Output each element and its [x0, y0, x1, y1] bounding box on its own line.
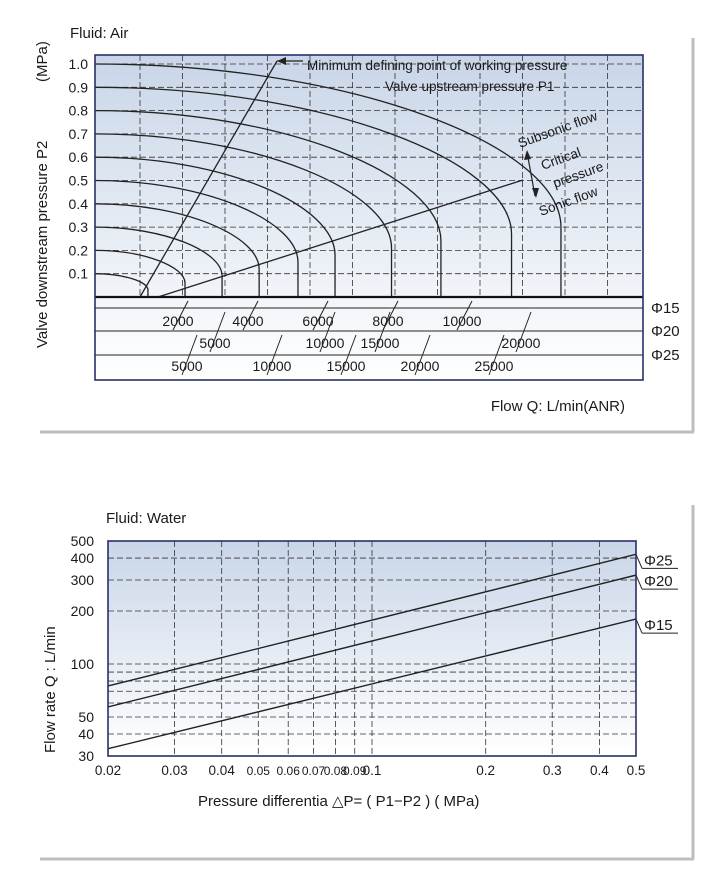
x-axis-label-water: Pressure differentia △P= ( P1−P2 ) ( MPa… [198, 793, 479, 810]
fluid-label: Fluid: Air [70, 25, 128, 42]
flow-tick-label: 5000 [199, 335, 230, 351]
x2-tick-label: 0.3 [543, 763, 562, 778]
x2-tick-label: 0.4 [590, 763, 609, 778]
pressure-curve [94, 86, 513, 297]
y2-tick-label: 400 [71, 550, 95, 566]
flow-tick-label: 15000 [361, 335, 400, 351]
flow-tick-mark [209, 311, 226, 353]
y-tick-label: 0.8 [69, 103, 89, 119]
pipe-size-label: Φ25 [651, 347, 680, 364]
x2-tick-label: 0.07 [302, 764, 326, 778]
series-leader [635, 574, 643, 590]
flow-tick-mark [488, 334, 505, 376]
pressure-curve [94, 109, 442, 297]
series-label: Φ20 [644, 573, 673, 590]
y-axis-label-water: Flow rate Q : L/min [42, 626, 59, 753]
flow-tick-mark [181, 334, 198, 376]
x-axis-label: Flow Q: L/min(ANR) [491, 398, 625, 415]
flow-tick-mark [456, 300, 473, 331]
flow-tick-mark [172, 300, 189, 331]
annotation-arrows [277, 57, 539, 198]
x2-tick-label: 0.5 [627, 763, 646, 778]
y-tick-label: 0.5 [69, 173, 89, 189]
plot2-frame [107, 540, 637, 757]
y2-tick-label: 100 [71, 656, 95, 672]
y-tick-label: 0.9 [69, 79, 89, 95]
flow-tick-label: 10000 [306, 335, 345, 351]
pressure-curve [94, 156, 336, 297]
flow-tick-mark [414, 334, 431, 376]
plot2-background [108, 541, 636, 756]
x2-tick-label: 0.09 [343, 764, 367, 778]
series-leader [635, 554, 643, 569]
series-label: Φ15 [644, 617, 673, 634]
x2-tick-label: 0.2 [476, 763, 495, 778]
x2-tick-label: 0.1 [363, 763, 382, 778]
x2-tick-label: 0.08 [324, 764, 348, 778]
fluid-label-water: Fluid: Water [106, 510, 186, 527]
min-working-pressure-line [139, 60, 278, 298]
air-flow-chart: Fluid: Air (MPa) Valve downstream pressu… [34, 25, 695, 434]
flow-tick-mark [340, 334, 357, 376]
x2-tick-label: 0.06 [277, 764, 301, 778]
pressure-curve [94, 203, 260, 297]
pressure-curve [94, 133, 393, 297]
flow-tick-mark [319, 311, 336, 353]
y-tick-label: 0.6 [69, 149, 89, 165]
pressure-curve [94, 63, 562, 297]
x2-tick-label: 0.05 [247, 764, 271, 778]
y2-tick-label: 30 [78, 748, 94, 764]
pressure-curve [94, 226, 223, 297]
flow-tick-label: 10000 [253, 358, 292, 374]
flow-tick-mark [312, 300, 329, 331]
flow-tick-label: 25000 [475, 358, 514, 374]
flow-tick-label: 15000 [327, 358, 366, 374]
annotation-upstream: Valve upstream pressure P1 [385, 79, 554, 94]
flow-tick-label: 20000 [502, 335, 541, 351]
series-line [107, 574, 637, 708]
y-tick-label: 0.1 [69, 266, 89, 282]
x2-tick-label: 0.04 [209, 763, 236, 778]
plot-frame [94, 54, 644, 381]
y2-tick-label: 500 [71, 533, 95, 549]
annotation-min-point: Minimum defining point of working pressu… [307, 58, 567, 73]
flow-tick-mark [266, 334, 283, 376]
flow-tick-label: 5000 [171, 358, 202, 374]
x2-tick-label: 0.02 [95, 763, 121, 778]
flow-tick-mark [515, 311, 532, 353]
series-leader [635, 618, 643, 634]
flow-tick-mark [374, 311, 391, 353]
pressure-curve [94, 273, 149, 297]
series-label: Φ25 [644, 552, 673, 569]
y-unit-label: (MPa) [34, 41, 51, 82]
flow-tick-label: 20000 [401, 358, 440, 374]
critical-pressure-line [157, 179, 524, 298]
x2-tick-label: 0.03 [161, 763, 187, 778]
flow-tick-mark [242, 300, 259, 331]
y-tick-label: 0.7 [69, 126, 89, 142]
series-line [107, 553, 637, 687]
series-line [107, 618, 637, 750]
y-tick-label: 0.2 [69, 242, 89, 258]
y2-tick-label: 200 [71, 603, 95, 619]
pipe-size-label: Φ15 [651, 300, 680, 317]
y-tick-label: 0.4 [69, 196, 89, 212]
pipe-size-label: Φ20 [651, 323, 680, 340]
y-tick-label: 1.0 [69, 56, 89, 72]
y2-tick-label: 300 [71, 572, 95, 588]
y-axis-label: Valve downstream pressure P2 [34, 141, 51, 348]
y2-tick-label: 40 [78, 726, 94, 742]
pressure-curve [94, 249, 186, 297]
y-tick-label: 0.3 [69, 219, 89, 235]
y2-tick-label: 50 [78, 709, 94, 725]
